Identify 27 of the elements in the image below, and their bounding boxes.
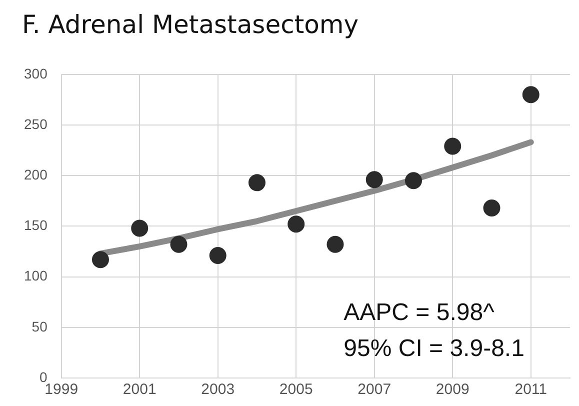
y-tick-label: 100: [24, 268, 48, 284]
point: [366, 171, 383, 188]
point: [92, 251, 109, 268]
point: [404, 172, 422, 190]
x-tick-label: 2011: [514, 381, 548, 398]
y-tick-label: 300: [24, 65, 48, 82]
point: [288, 216, 305, 233]
point: [522, 86, 540, 104]
point: [483, 199, 500, 216]
x-tick-label: 2009: [436, 381, 470, 398]
annotation: AAPC = 5.98^: [344, 299, 496, 326]
x-tick-label: 2003: [201, 381, 235, 398]
point: [209, 247, 226, 264]
point: [170, 236, 188, 253]
x-tick-label: 2005: [279, 381, 313, 398]
point: [326, 236, 344, 253]
y-tick-label: 200: [24, 166, 48, 182]
x-tick-label: 2007: [358, 381, 392, 398]
point: [248, 174, 266, 192]
chart-title: F. Adrenal Metastasectomy: [22, 10, 359, 39]
y-tick-label: 150: [24, 217, 48, 234]
annotation: 95% CI = 3.9-8.1: [344, 335, 524, 362]
y-tick-label: 50: [32, 318, 48, 334]
x-tick-label: 2001: [122, 381, 156, 398]
y-tick-label: 250: [24, 116, 48, 132]
point: [444, 138, 462, 155]
point: [131, 220, 148, 237]
